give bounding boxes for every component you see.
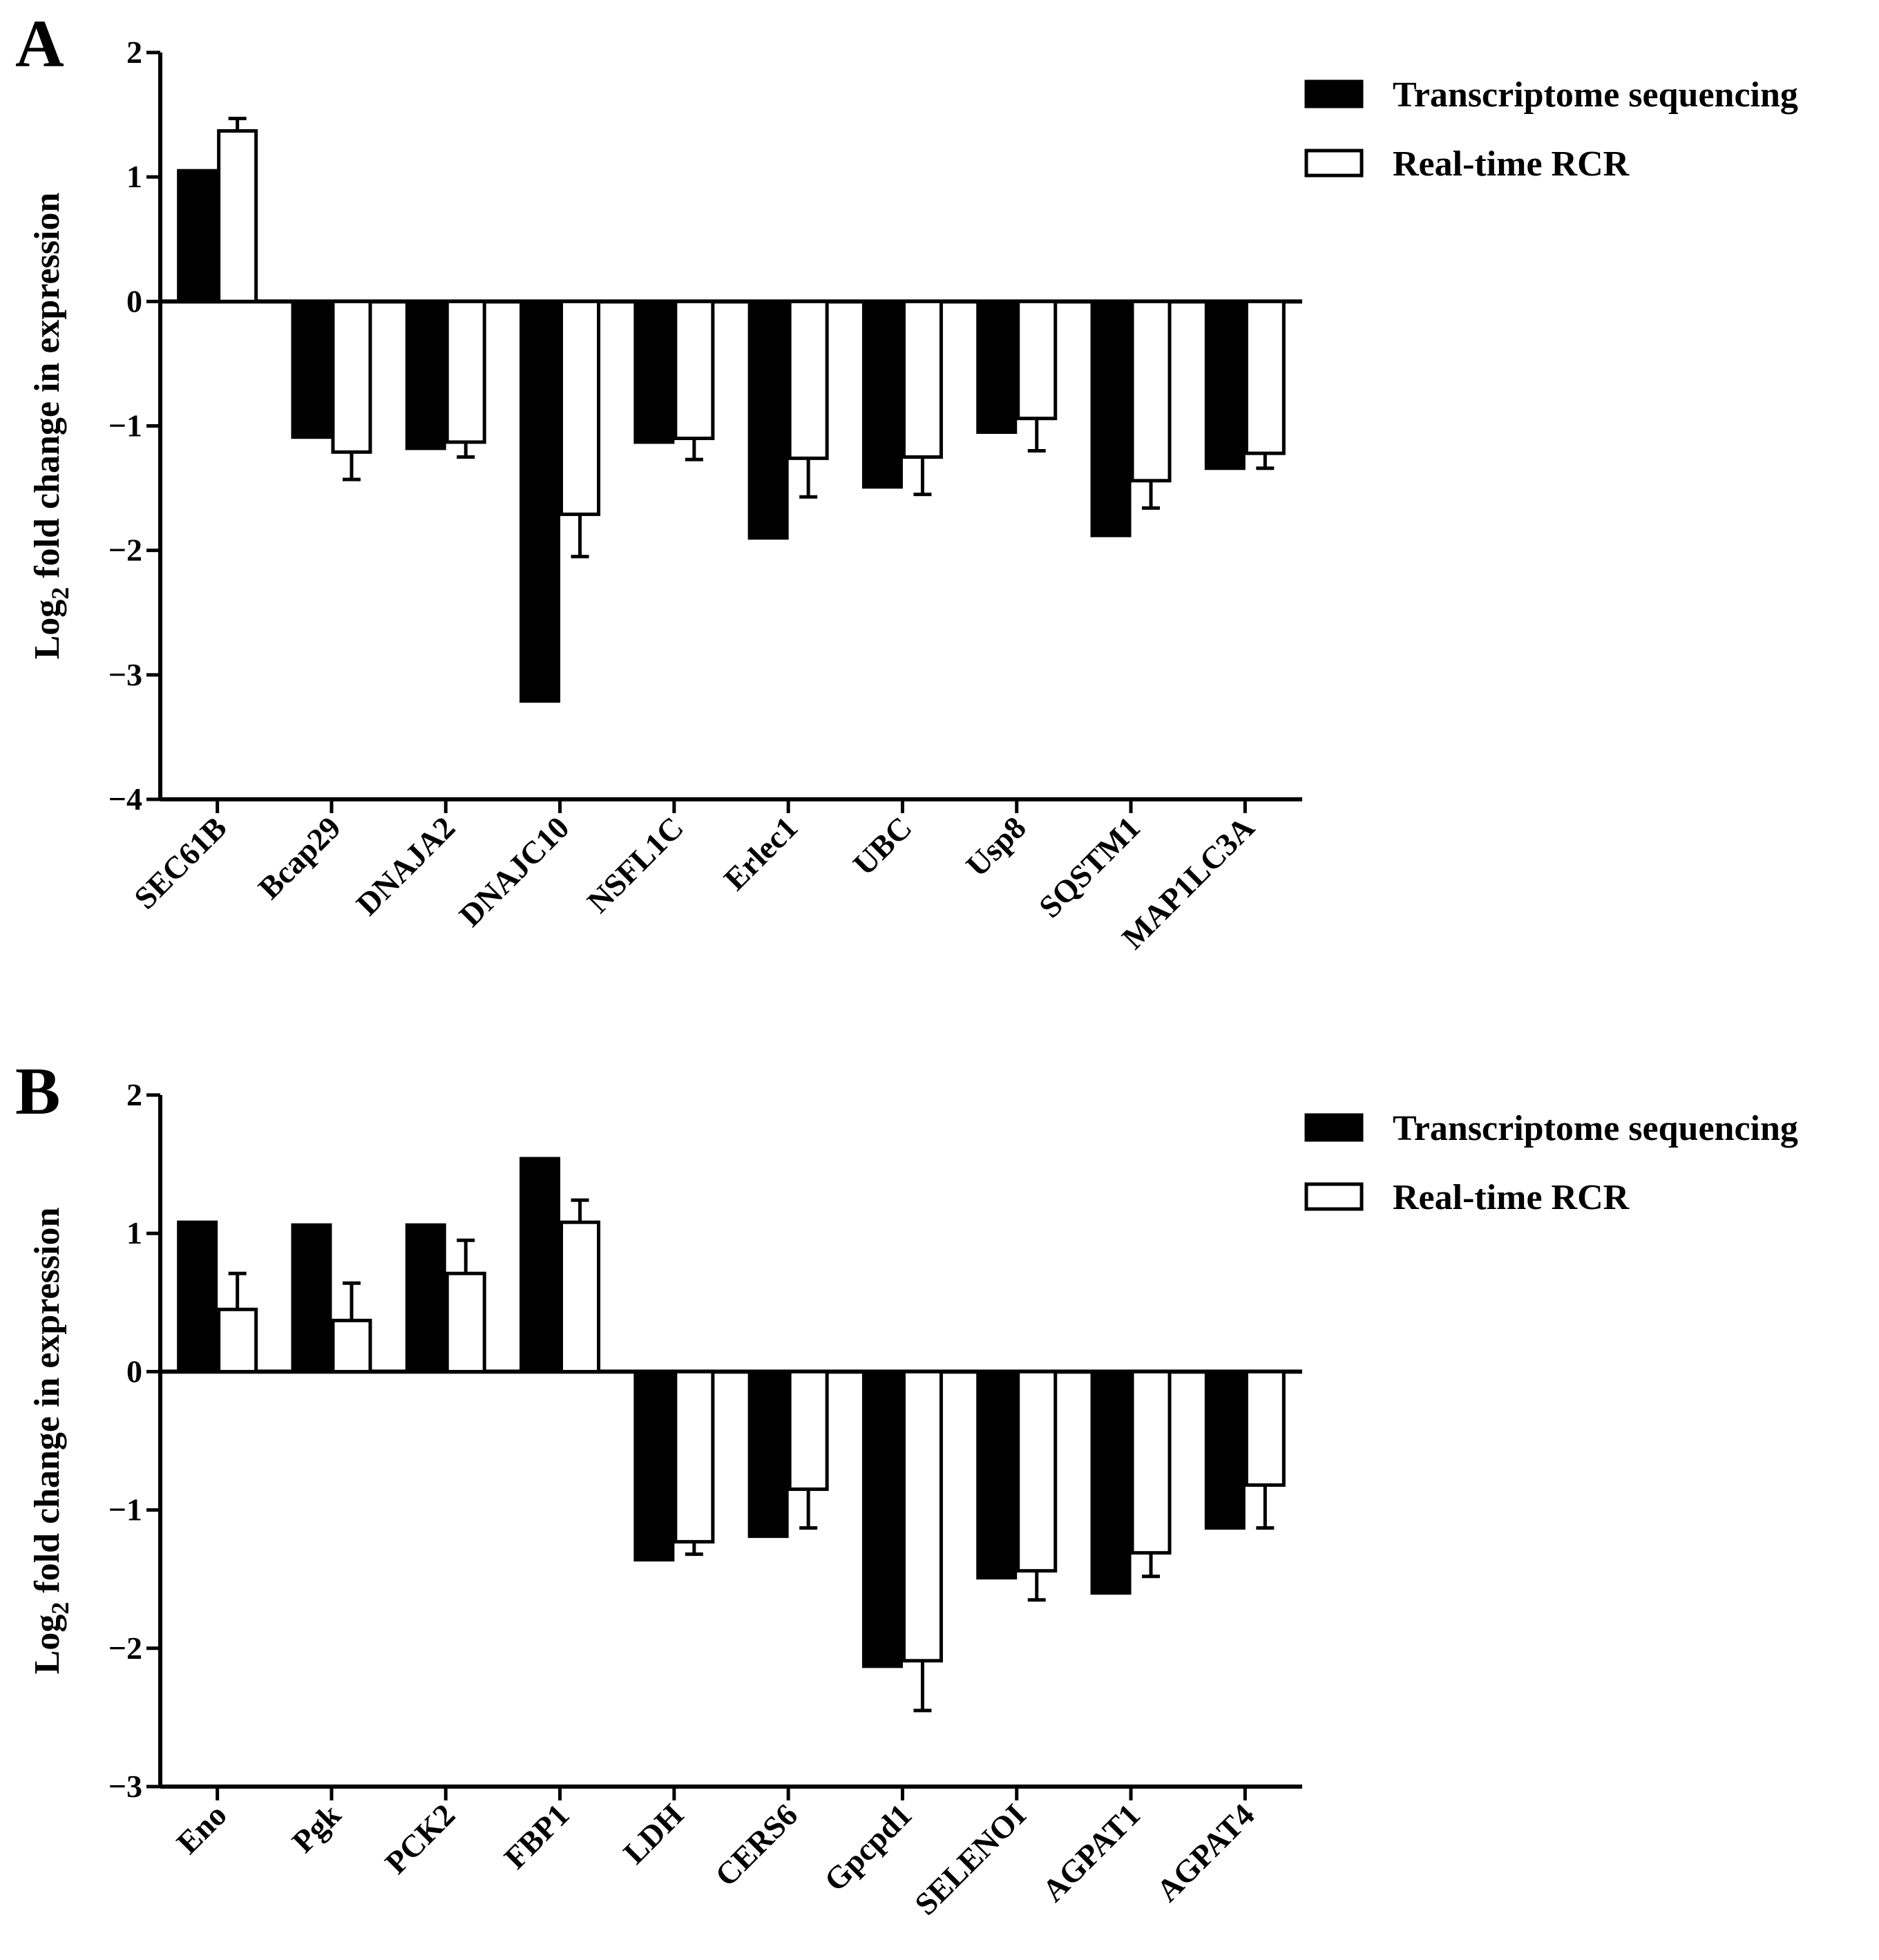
bar-realtime-pcr	[331, 1318, 372, 1373]
category-label: CERS6	[708, 1797, 804, 1893]
panel-b: B 2 1 0 −1 −2 −3 Log2 fold change in expression…	[15, 1054, 1798, 1922]
y-axis-label: Log2 fold change in expression	[28, 193, 74, 660]
bar-transcriptome	[861, 299, 903, 489]
panel-letter: B	[15, 1054, 60, 1129]
category-label: LDH	[616, 1797, 690, 1871]
bar-transcriptome	[519, 1157, 561, 1373]
bar-realtime-pcr	[674, 299, 715, 441]
category-label: SELENOI	[908, 1797, 1033, 1922]
bar-realtime-pcr	[902, 299, 943, 459]
category-label: PCK2	[378, 1797, 461, 1881]
bar-realtime-pcr	[1016, 299, 1058, 421]
bar-transcriptome	[1204, 299, 1246, 470]
category-label: FBP1	[497, 1797, 576, 1876]
category-label: SQSTM1	[1032, 810, 1147, 924]
bar-realtime-pcr	[560, 299, 601, 516]
legend-label: Transcriptome sequencing	[1393, 75, 1798, 115]
y-tick-label: −2	[108, 533, 142, 568]
bar-realtime-pcr	[902, 1369, 943, 1663]
bar-realtime-pcr	[217, 1307, 258, 1373]
category-label: Erlec1	[717, 810, 804, 897]
y-tick-label: 0	[126, 1353, 142, 1389]
bar-transcriptome	[1090, 299, 1132, 537]
bar-transcriptome	[291, 1223, 332, 1373]
bar-realtime-pcr	[788, 1369, 829, 1492]
panel-a: A 2 1 0 −1 −2 −3 −4 Log2 fold change in expressi…	[15, 7, 1798, 955]
y-tick-label: −4	[108, 781, 142, 817]
category-label: Pgk	[285, 1797, 348, 1860]
category-label: Bcap29	[251, 810, 347, 906]
category-label: Gpcpd1	[817, 1797, 918, 1898]
bar-realtime-pcr	[560, 1220, 601, 1373]
y-tick-label: 2	[126, 35, 142, 70]
legend-swatch	[1304, 1113, 1364, 1142]
category-label: AGPAT1	[1036, 1797, 1147, 1908]
category-label: DNAJC10	[452, 810, 576, 933]
legend-swatch	[1304, 79, 1364, 108]
y-tick-label: −1	[108, 408, 142, 444]
bar-realtime-pcr	[445, 1271, 486, 1373]
bar-realtime-pcr	[1130, 299, 1172, 483]
bar-transcriptome	[633, 299, 675, 444]
category-label: NSFL1C	[580, 810, 690, 920]
category-label: SEC61B	[127, 810, 233, 916]
legend-swatch	[1304, 149, 1364, 178]
y-tick-label: 2	[126, 1077, 142, 1112]
panel-letter: A	[15, 7, 64, 82]
y-tick-label: −3	[108, 657, 142, 692]
bar-transcriptome	[747, 299, 789, 540]
bar-transcriptome	[519, 299, 561, 703]
legend-label: Real-time RCR	[1393, 144, 1630, 184]
bar-realtime-pcr	[331, 299, 372, 454]
bar-transcriptome	[1204, 1369, 1246, 1530]
bar-transcriptome	[861, 1369, 903, 1668]
bar-realtime-pcr	[1130, 1369, 1172, 1555]
bar-transcriptome	[291, 299, 332, 439]
y-tick-label: −1	[108, 1492, 142, 1528]
category-label: DNAJA2	[350, 810, 462, 922]
bar-realtime-pcr	[1016, 1369, 1058, 1573]
bar-transcriptome	[405, 1223, 446, 1373]
bar-realtime-pcr	[1244, 299, 1286, 455]
category-label: Usp8	[959, 810, 1033, 884]
bar-realtime-pcr	[674, 1369, 715, 1544]
bar-transcriptome	[1090, 1369, 1132, 1595]
bar-transcriptome	[405, 299, 446, 450]
legend-swatch	[1304, 1182, 1364, 1211]
bar-transcriptome	[633, 1369, 675, 1562]
legend-label: Transcriptome sequencing	[1393, 1109, 1798, 1148]
y-tick-label: −2	[108, 1630, 142, 1666]
bar-transcriptome	[177, 169, 218, 303]
bar-realtime-pcr	[217, 129, 258, 303]
legend-label: Real-time RCR	[1393, 1178, 1630, 1217]
bar-transcriptome	[747, 1369, 789, 1539]
bar-realtime-pcr	[1244, 1369, 1286, 1487]
category-label: Eno	[170, 1797, 233, 1861]
y-tick-label: 1	[126, 1215, 142, 1250]
bar-transcriptome	[177, 1220, 218, 1373]
bar-transcriptome	[976, 299, 1018, 435]
y-tick-label: 0	[126, 283, 142, 318]
bar-transcriptome	[976, 1369, 1018, 1580]
bar-realtime-pcr	[445, 299, 486, 444]
y-tick-label: 1	[126, 159, 142, 194]
category-label: AGPAT4	[1150, 1797, 1261, 1908]
category-label: UBC	[846, 810, 919, 882]
y-axis-label: Log2 fold change in expression	[28, 1208, 74, 1675]
y-tick-label: −3	[108, 1769, 142, 1804]
bar-realtime-pcr	[788, 299, 829, 460]
